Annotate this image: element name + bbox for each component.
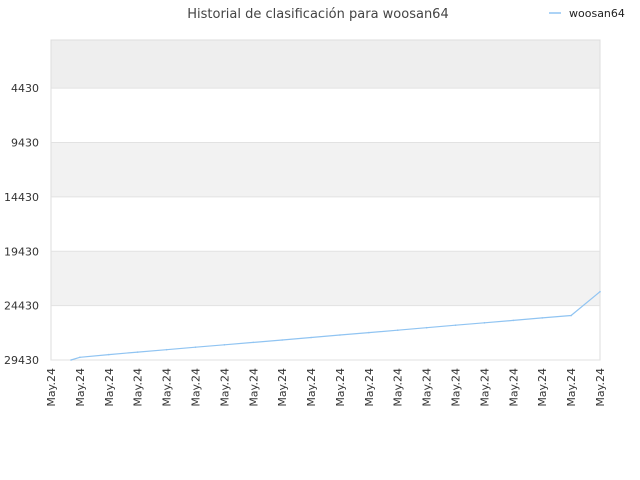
series-line xyxy=(70,291,601,361)
data-point xyxy=(281,339,283,341)
data-point xyxy=(223,343,226,346)
data-point xyxy=(454,324,457,327)
data-point xyxy=(252,341,255,344)
y-tick-label: 14430 xyxy=(4,191,39,204)
data-point xyxy=(79,356,81,359)
x-tick-label: May.24 xyxy=(450,368,463,407)
x-tick-label: May.24 xyxy=(421,368,434,407)
x-tick-label: May.24 xyxy=(132,368,145,407)
x-tick-label: May.24 xyxy=(507,368,520,407)
plot-band xyxy=(51,40,600,89)
y-axis: 4430 9430 14430 19430 24430 29430 xyxy=(4,82,39,367)
data-point xyxy=(107,353,110,356)
y-tick-label: 9430 xyxy=(11,137,39,150)
data-point xyxy=(368,331,370,334)
plot-bands xyxy=(51,40,600,360)
gridlines xyxy=(51,87,600,361)
legend-label: woosan64 xyxy=(569,7,625,20)
x-tick-label: May.24 xyxy=(247,368,260,407)
x-tick-label: May.24 xyxy=(161,368,174,407)
chart-title: Historial de clasificación para woosan64 xyxy=(187,7,448,22)
x-tick-label: May.24 xyxy=(536,368,549,407)
data-point xyxy=(396,329,399,332)
x-tick-label: May.24 xyxy=(276,368,289,407)
data-point xyxy=(339,334,341,336)
x-tick-label: May.24 xyxy=(478,368,491,407)
plot-band xyxy=(51,88,600,143)
y-tick-label: 19430 xyxy=(4,245,39,258)
x-tick-label: May.24 xyxy=(363,368,376,407)
data-point xyxy=(570,314,572,317)
data-point xyxy=(165,348,168,351)
data-point xyxy=(425,326,428,329)
plot-band xyxy=(51,196,600,252)
data-point xyxy=(599,290,601,293)
x-tick-label: May.24 xyxy=(334,368,347,407)
x-tick-label: May.24 xyxy=(392,368,405,407)
x-tick-label: May.24 xyxy=(305,368,318,407)
data-point xyxy=(512,319,515,322)
x-tick-label: May.24 xyxy=(45,368,58,407)
data-point xyxy=(194,346,197,348)
x-tick-label: May.24 xyxy=(74,368,87,407)
plot-band xyxy=(51,142,600,197)
plot-band xyxy=(51,251,600,306)
y-tick-label: 4430 xyxy=(11,82,39,95)
plot-band xyxy=(51,305,600,360)
legend: woosan64 xyxy=(549,7,625,20)
x-axis: May.24 May.24 May.24 May.24 May.24 May.24 May.… xyxy=(45,368,607,407)
y-tick-label: 24430 xyxy=(4,300,39,313)
x-tick-label: May.24 xyxy=(218,368,231,407)
x-tick-label: May.24 xyxy=(103,368,116,407)
y-tick-label: 29430 xyxy=(4,354,39,367)
x-tick-label: May.24 xyxy=(594,368,607,407)
data-point xyxy=(310,336,312,339)
data-point xyxy=(136,351,139,353)
x-tick-label: May.24 xyxy=(565,368,578,407)
data-point xyxy=(483,322,486,324)
series-group xyxy=(70,290,601,361)
data-point xyxy=(70,359,72,361)
data-point xyxy=(541,317,544,319)
x-tick-label: May.24 xyxy=(189,368,202,407)
